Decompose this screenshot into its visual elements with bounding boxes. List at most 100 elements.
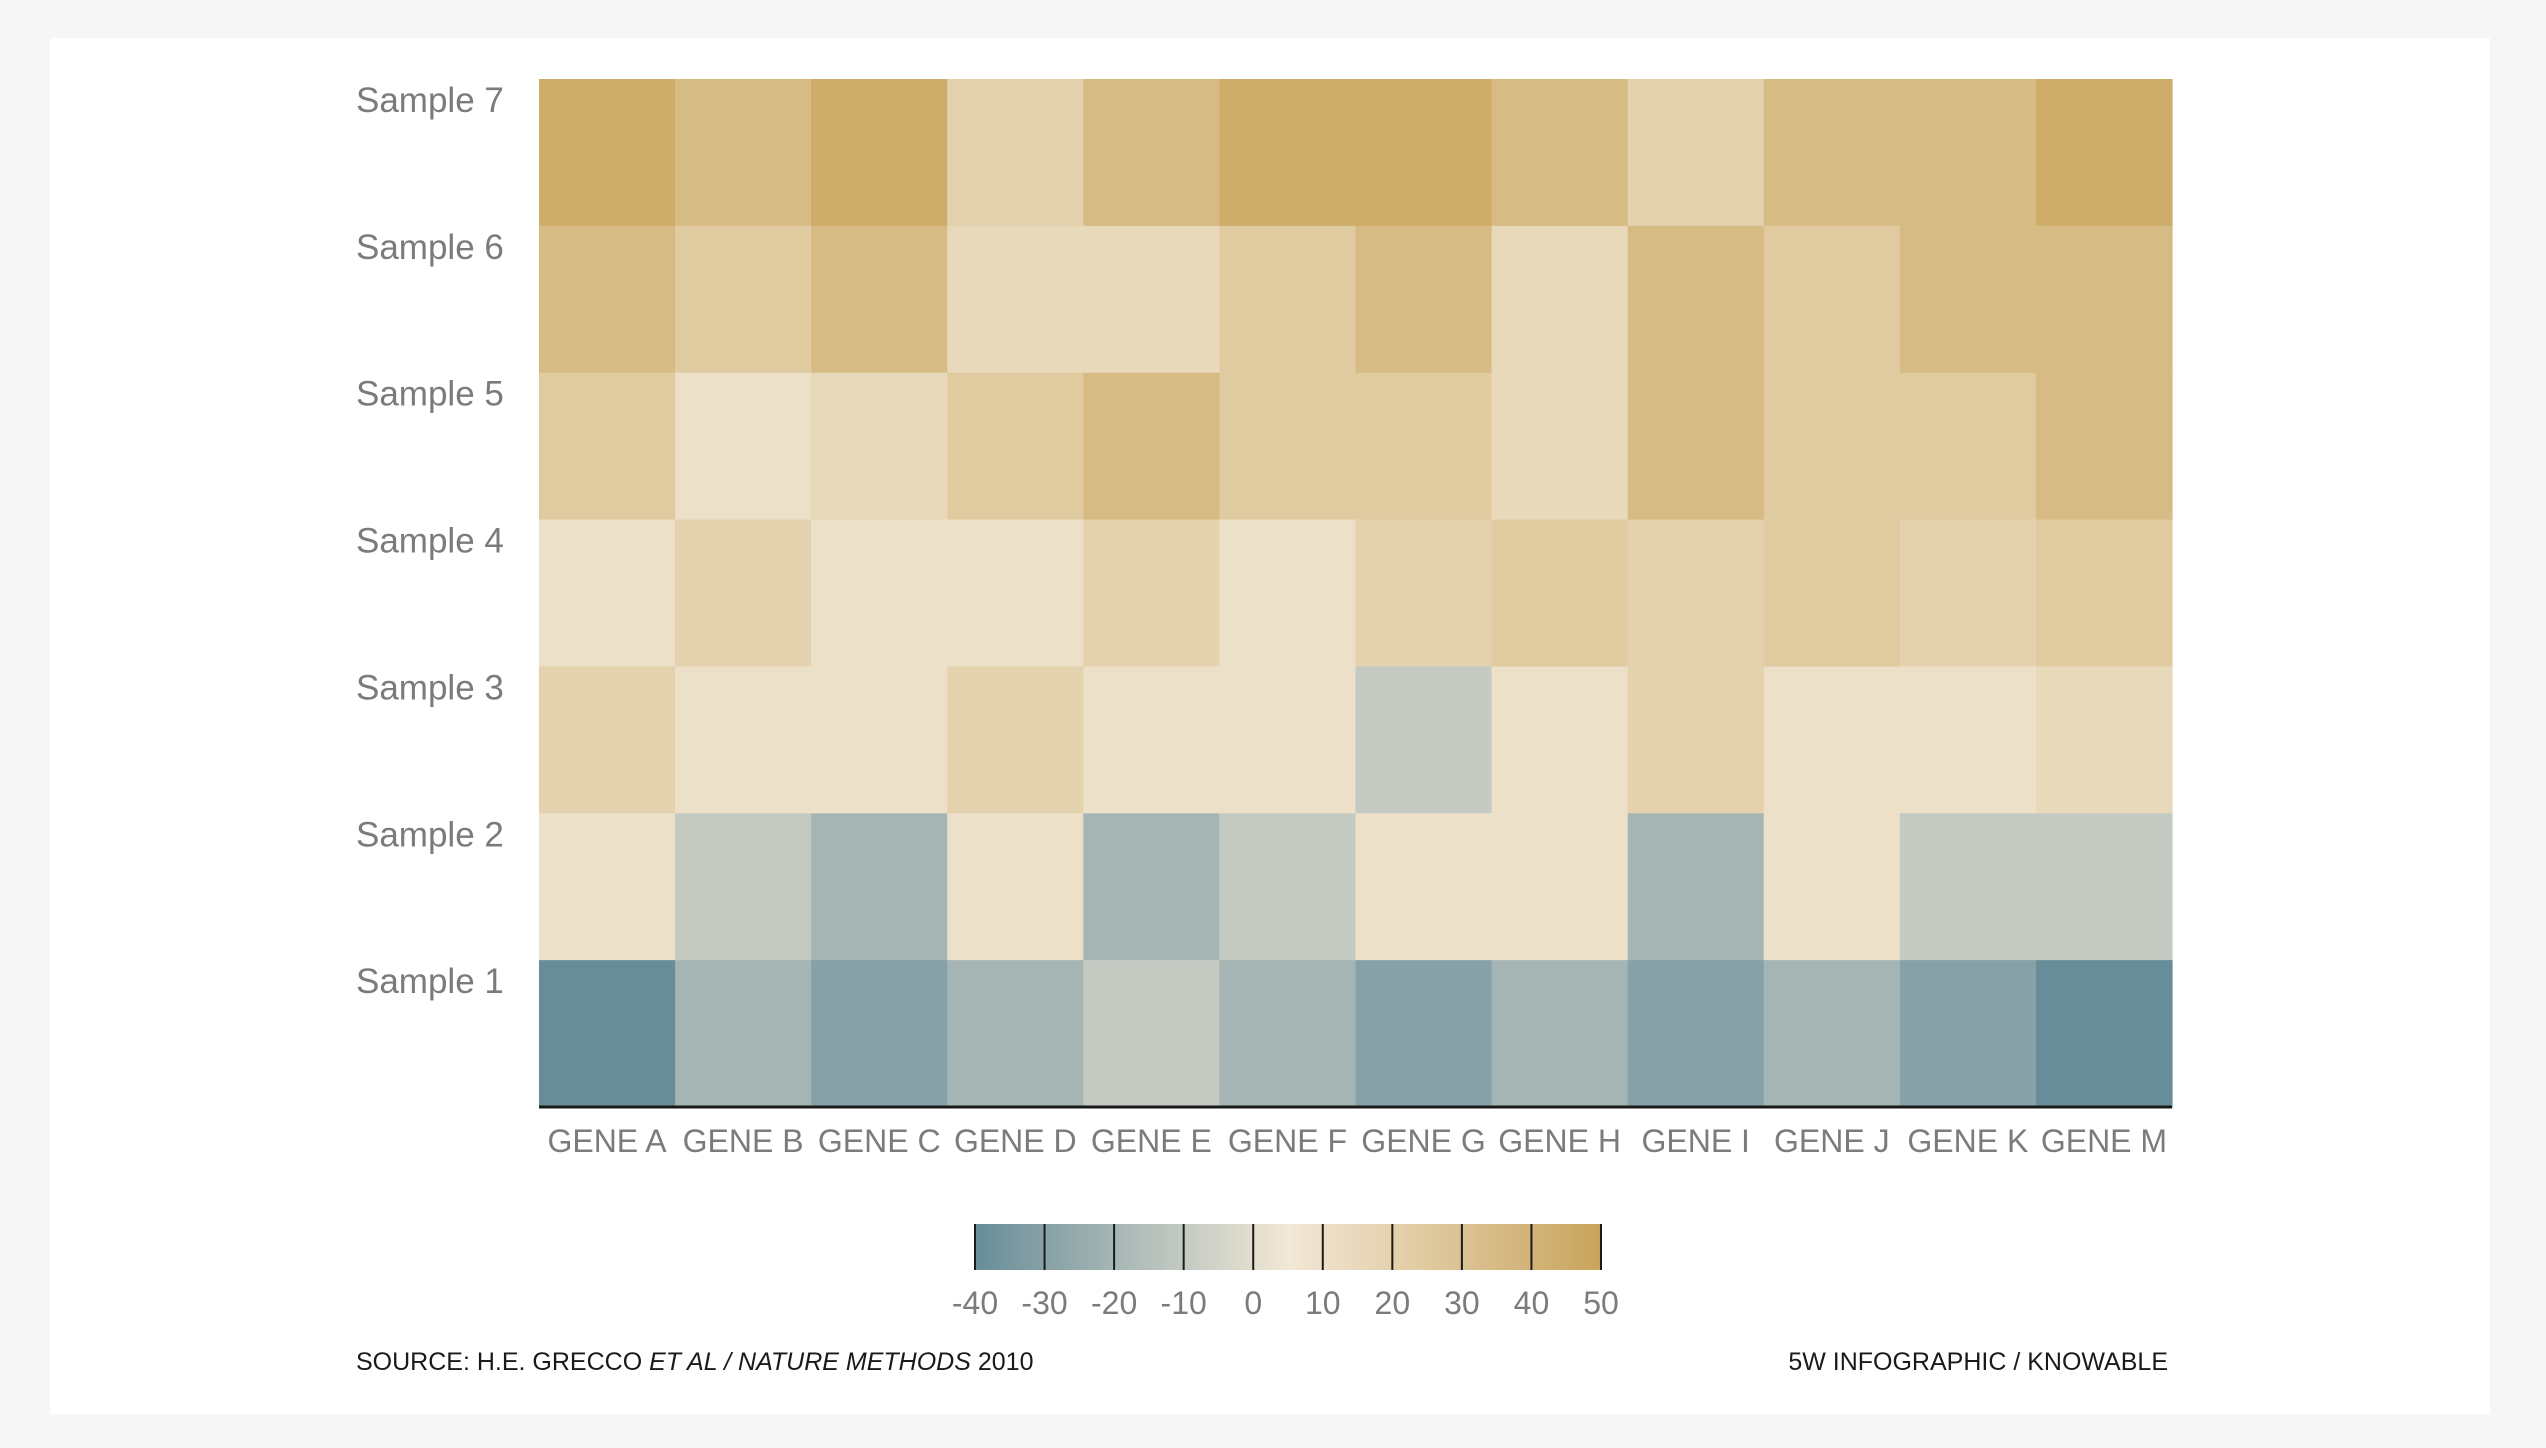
row-labels: Sample 7 Sample 6 Sample 5 Sample 4 Sample 3…: [356, 81, 504, 1001]
source-year: 2010: [970, 1348, 1034, 1376]
heatmap-cell: [1763, 960, 1901, 1108]
heatmap-cell: [675, 225, 812, 374]
column-label: GENE H: [1498, 1123, 1621, 1159]
heatmap-cell: [947, 225, 1084, 374]
heatmap-cell: [1627, 960, 1765, 1108]
heatmap-cell: [539, 79, 676, 227]
source-prefix: SOURCE: H.E. GRECCO: [356, 1348, 650, 1376]
heatmap-cell: [947, 79, 1084, 227]
heatmap-chart: Sample 7 Sample 6 Sample 5 Sample 4 Sample 3…: [356, 79, 2173, 1321]
heatmap-cell: [1491, 960, 1629, 1108]
column-label: GENE B: [683, 1123, 804, 1159]
heatmap-cell: [1899, 372, 2037, 521]
row-label: Sample 3: [356, 668, 504, 707]
heatmap-cell: [1627, 666, 1765, 814]
heatmap-cell: [1899, 225, 2037, 374]
heatmap-cell: [1627, 372, 1765, 521]
column-label: GENE G: [1361, 1123, 1485, 1159]
heatmap-cell: [1355, 225, 1493, 374]
heatmap-cell: [947, 372, 1084, 521]
heatmap-cell: [1899, 813, 2037, 961]
heatmap-cell: [1627, 519, 1765, 668]
heatmap-cell: [1491, 666, 1629, 814]
heatmap-cell: [1491, 813, 1629, 961]
column-label: GENE F: [1228, 1123, 1347, 1159]
row-label: Sample 7: [356, 81, 504, 120]
heatmap-cell: [1491, 79, 1629, 227]
colorbar-tick-label: -10: [1161, 1285, 1207, 1321]
heatmap-cell: [2035, 813, 2173, 961]
heatmap-cell: [1219, 519, 1357, 668]
heatmap-cell: [1355, 960, 1493, 1108]
heatmap-cell: [947, 519, 1084, 668]
heatmap-cell: [1083, 225, 1221, 374]
heatmap-cell: [1083, 372, 1221, 521]
heatmap-cell: [1219, 225, 1357, 374]
heatmap-cell: [2035, 372, 2173, 521]
heatmap-cell: [2035, 666, 2173, 814]
row-label: Sample 4: [356, 522, 504, 561]
heatmap-cell: [1219, 79, 1357, 227]
heatmap-cell: [2035, 79, 2173, 227]
row-label: Sample 1: [356, 962, 504, 1001]
column-label: GENE I: [1641, 1123, 1749, 1159]
heatmap-cell: [1355, 519, 1493, 668]
heatmap-cell: [1899, 960, 2037, 1108]
heatmap-cell: [1355, 79, 1493, 227]
heatmap-cell: [811, 79, 948, 227]
heatmap-cell: [811, 813, 948, 961]
column-label: GENE D: [954, 1123, 1077, 1159]
heatmap-cell: [1491, 519, 1629, 668]
colorbar-tick-label: 0: [1244, 1285, 1262, 1321]
colorbar-tick-label: 20: [1375, 1285, 1411, 1321]
heatmap-cell: [1899, 79, 2037, 227]
heatmap-cell: [1083, 519, 1221, 668]
column-label: GENE E: [1091, 1123, 1212, 1159]
heatmap-cells: [539, 79, 2173, 1108]
row-label: Sample 2: [356, 815, 504, 854]
heatmap-cell: [1763, 372, 1901, 521]
heatmap-cell: [1355, 666, 1493, 814]
colorbar-tick-label: -30: [1021, 1285, 1067, 1321]
heatmap-cell: [1083, 666, 1221, 814]
heatmap-cell: [1763, 666, 1901, 814]
heatmap-cell: [1355, 813, 1493, 961]
heatmap-cell: [811, 225, 948, 374]
heatmap-cell: [1899, 666, 2037, 814]
heatmap-cell: [1219, 960, 1357, 1108]
heatmap-cell: [947, 960, 1084, 1108]
colorbar-tick-label: 50: [1583, 1285, 1619, 1321]
heatmap-cell: [1763, 813, 1901, 961]
heatmap-cell: [1763, 225, 1901, 374]
heatmap-cell: [811, 960, 948, 1108]
credit-note: 5W INFOGRAPHIC / KNOWABLE: [1788, 1348, 2168, 1376]
heatmap-cell: [2035, 519, 2173, 668]
heatmap-cell: [811, 666, 948, 814]
source-italic: ET AL / NATURE METHODS: [649, 1348, 971, 1376]
heatmap-cell: [675, 666, 812, 814]
column-label: GENE M: [2041, 1123, 2167, 1159]
heatmap-cell: [675, 813, 812, 961]
colorbar-tick-label: 30: [1444, 1285, 1480, 1321]
heatmap-cell: [947, 813, 1084, 961]
colorbar-tick-label: -40: [952, 1285, 998, 1321]
heatmap-cell: [539, 960, 676, 1108]
heatmap-cell: [539, 813, 676, 961]
heatmap-cell: [675, 960, 812, 1108]
heatmap-cell: [675, 79, 812, 227]
column-label: GENE J: [1774, 1123, 1890, 1159]
heatmap-cell: [539, 519, 676, 668]
heatmap-cell: [1355, 372, 1493, 521]
heatmap-cell: [1083, 79, 1221, 227]
heatmap-cell: [1627, 225, 1765, 374]
heatmap-cell: [1899, 519, 2037, 668]
chart-card: Sample 7 Sample 6 Sample 5 Sample 4 Sample 3…: [50, 38, 2490, 1414]
heatmap-cell: [675, 519, 812, 668]
colorbar: [975, 1224, 1601, 1270]
heatmap-cell: [1083, 813, 1221, 961]
heatmap-cell: [1219, 813, 1357, 961]
heatmap-cell: [811, 372, 948, 521]
column-labels: GENE A GENE B GENE C GENE D GENE E GENE F GENE…: [547, 1123, 2167, 1159]
heatmap-cell: [1491, 225, 1629, 374]
heatmap-cell: [811, 519, 948, 668]
